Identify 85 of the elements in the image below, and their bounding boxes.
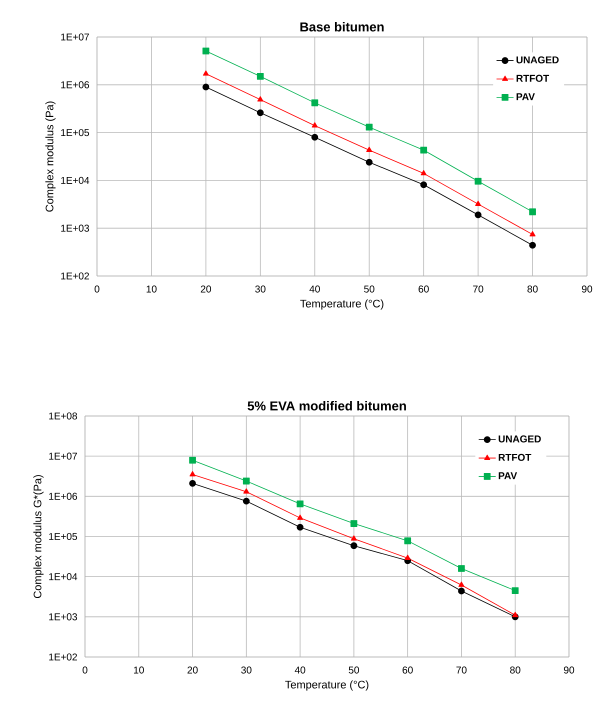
point <box>474 211 482 218</box>
y-tick-label: 1E+04 <box>61 176 90 184</box>
point <box>458 582 465 587</box>
point <box>366 124 373 131</box>
x-tick-label: 50 <box>364 286 374 293</box>
y-axis-title: Complex modulus G*(Pa) <box>33 475 44 598</box>
point <box>243 498 250 505</box>
point <box>530 231 536 236</box>
x-tick-label: 20 <box>188 666 198 674</box>
point <box>257 96 264 102</box>
point <box>474 178 482 185</box>
x-axis-title: Temperature (°C) <box>285 680 368 691</box>
point <box>350 542 358 550</box>
y-tick-label: 1E+03 <box>61 224 90 232</box>
x-tick-label: 70 <box>456 666 467 674</box>
point <box>190 471 196 476</box>
y-tick-label: 1E+06 <box>49 492 78 500</box>
point <box>257 72 264 80</box>
x-tick-label: 10 <box>134 666 144 674</box>
point <box>529 208 536 216</box>
point <box>420 146 428 154</box>
point <box>512 612 518 618</box>
point <box>202 48 210 54</box>
point <box>512 587 519 594</box>
point <box>366 146 372 152</box>
y-axis-title: Complex modulus (Pa) <box>45 101 56 212</box>
point <box>458 588 465 594</box>
point <box>202 70 209 76</box>
x-tick-label: 0 <box>82 666 88 674</box>
point <box>311 99 318 106</box>
point <box>420 170 427 176</box>
x-tick-label: 60 <box>418 286 429 293</box>
x-tick-label: 50 <box>348 666 360 674</box>
y-tick-label: 1E+03 <box>49 613 78 620</box>
x-tick-label: 0 <box>94 286 100 293</box>
x-tick-label: 80 <box>510 666 520 674</box>
x-tick-label: 10 <box>146 286 157 293</box>
chart-title: Base bitumen <box>300 22 384 32</box>
point <box>475 200 482 206</box>
point <box>243 478 250 484</box>
point <box>529 242 536 249</box>
x-axis-title: Temperature (°C) <box>300 299 384 310</box>
x-tick-label: 70 <box>473 286 484 293</box>
point <box>404 537 412 544</box>
point <box>458 565 465 572</box>
y-tick-label: 1E+07 <box>61 33 90 41</box>
y-tick-label: 1E+05 <box>61 129 90 136</box>
legend-label: RTFOT <box>516 74 550 82</box>
point <box>404 554 411 560</box>
point <box>189 456 196 464</box>
legend-label: PAV <box>498 472 518 480</box>
x-tick-label: 30 <box>241 666 252 674</box>
point <box>243 488 250 494</box>
legend-label: PAV <box>516 93 535 100</box>
y-tick-label: 1E+06 <box>61 81 90 88</box>
legend-label: UNAGED <box>516 56 559 64</box>
y-tick-label: 1E+02 <box>49 653 78 661</box>
point <box>297 514 304 520</box>
point <box>350 520 358 527</box>
point <box>311 134 318 141</box>
y-tick-label: 1E+02 <box>61 272 90 280</box>
y-tick-label: 1E+05 <box>49 532 78 540</box>
x-tick-label: 40 <box>310 286 320 293</box>
y-tick-label: 1E+08 <box>49 412 78 420</box>
x-tick-label: 60 <box>402 666 413 674</box>
x-tick-label: 40 <box>294 666 306 674</box>
point <box>257 109 264 116</box>
point <box>296 500 304 508</box>
legend-label: UNAGED <box>498 435 541 442</box>
point <box>202 84 210 90</box>
point <box>296 524 304 531</box>
x-tick-label: 30 <box>255 286 266 293</box>
point <box>350 535 357 541</box>
chart-title: 5% EVA modified bitumen <box>248 400 406 410</box>
y-tick-label: 1E+07 <box>49 452 78 460</box>
y-tick-label: 1E+04 <box>49 573 78 580</box>
point <box>420 181 428 188</box>
x-tick-label: 90 <box>564 666 574 674</box>
point <box>189 480 196 487</box>
point <box>312 122 318 128</box>
legend-label: RTFOT <box>498 454 532 461</box>
x-tick-label: 80 <box>528 286 538 293</box>
point <box>366 158 373 166</box>
x-tick-label: 20 <box>200 286 212 293</box>
x-tick-label: 90 <box>582 286 592 293</box>
